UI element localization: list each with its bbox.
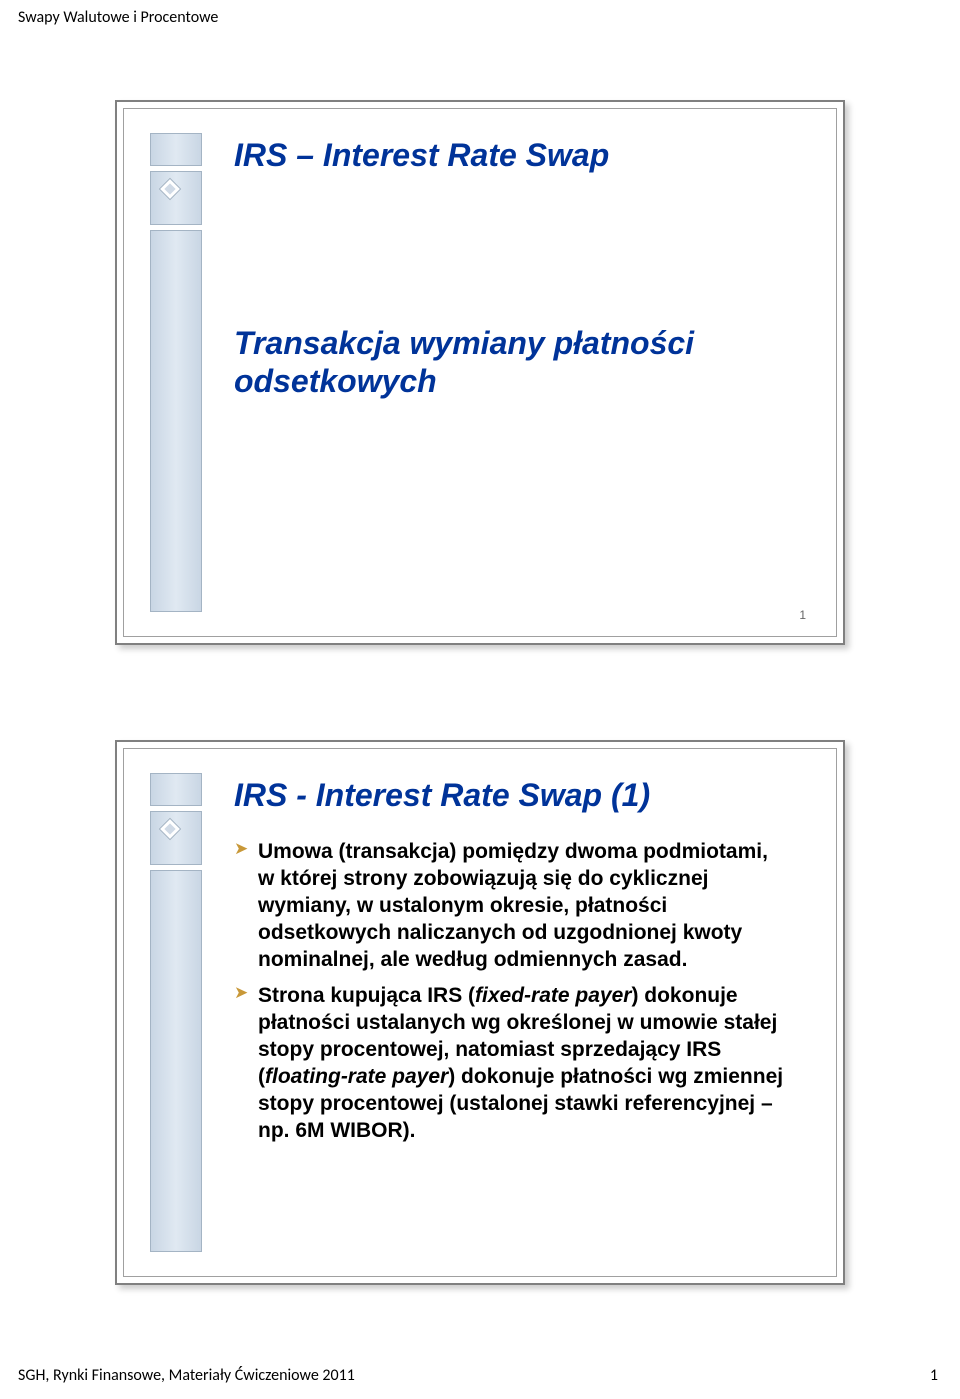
slide-2-content: ➤ Umowa (transakcja) pomiędzy dwoma podm… <box>234 839 786 1155</box>
slide-inner: IRS - Interest Rate Swap (1) ➤ Umowa (tr… <box>123 748 837 1277</box>
accent-gap <box>150 224 202 231</box>
slide-inner: IRS – Interest Rate Swap Transakcja wymi… <box>123 108 837 637</box>
accent-gap <box>150 864 202 871</box>
bullet-item: ➤ Strona kupująca IRS (fixed-rate payer)… <box>234 983 786 1144</box>
slide-1-number: 1 <box>799 608 806 622</box>
page-footer-left: SGH, Rynki Finansowe, Materiały Ćwiczeni… <box>18 1366 355 1385</box>
page-footer-right: 1 <box>930 1366 938 1385</box>
accent-bar <box>150 133 202 612</box>
bullet-marker-icon: ➤ <box>234 839 258 973</box>
bullet-marker-icon: ➤ <box>234 983 258 1144</box>
bullet-item: ➤ Umowa (transakcja) pomiędzy dwoma podm… <box>234 839 786 973</box>
accent-bar <box>150 773 202 1252</box>
slide-2-title: IRS - Interest Rate Swap (1) <box>234 777 806 814</box>
page-header: Swapy Walutowe i Procentowe <box>18 8 218 27</box>
accent-gap <box>150 805 202 812</box>
slide-1: IRS – Interest Rate Swap Transakcja wymi… <box>115 100 845 645</box>
bullet-text: Strona kupująca IRS (fixed-rate payer) d… <box>258 983 786 1144</box>
slide-1-subtitle: Transakcja wymiany płatności odsetkowych <box>234 324 776 401</box>
bullet-text: Umowa (transakcja) pomiędzy dwoma podmio… <box>258 839 786 973</box>
slide-1-title: IRS – Interest Rate Swap <box>234 137 806 174</box>
slide-2: IRS - Interest Rate Swap (1) ➤ Umowa (tr… <box>115 740 845 1285</box>
accent-gap <box>150 165 202 172</box>
